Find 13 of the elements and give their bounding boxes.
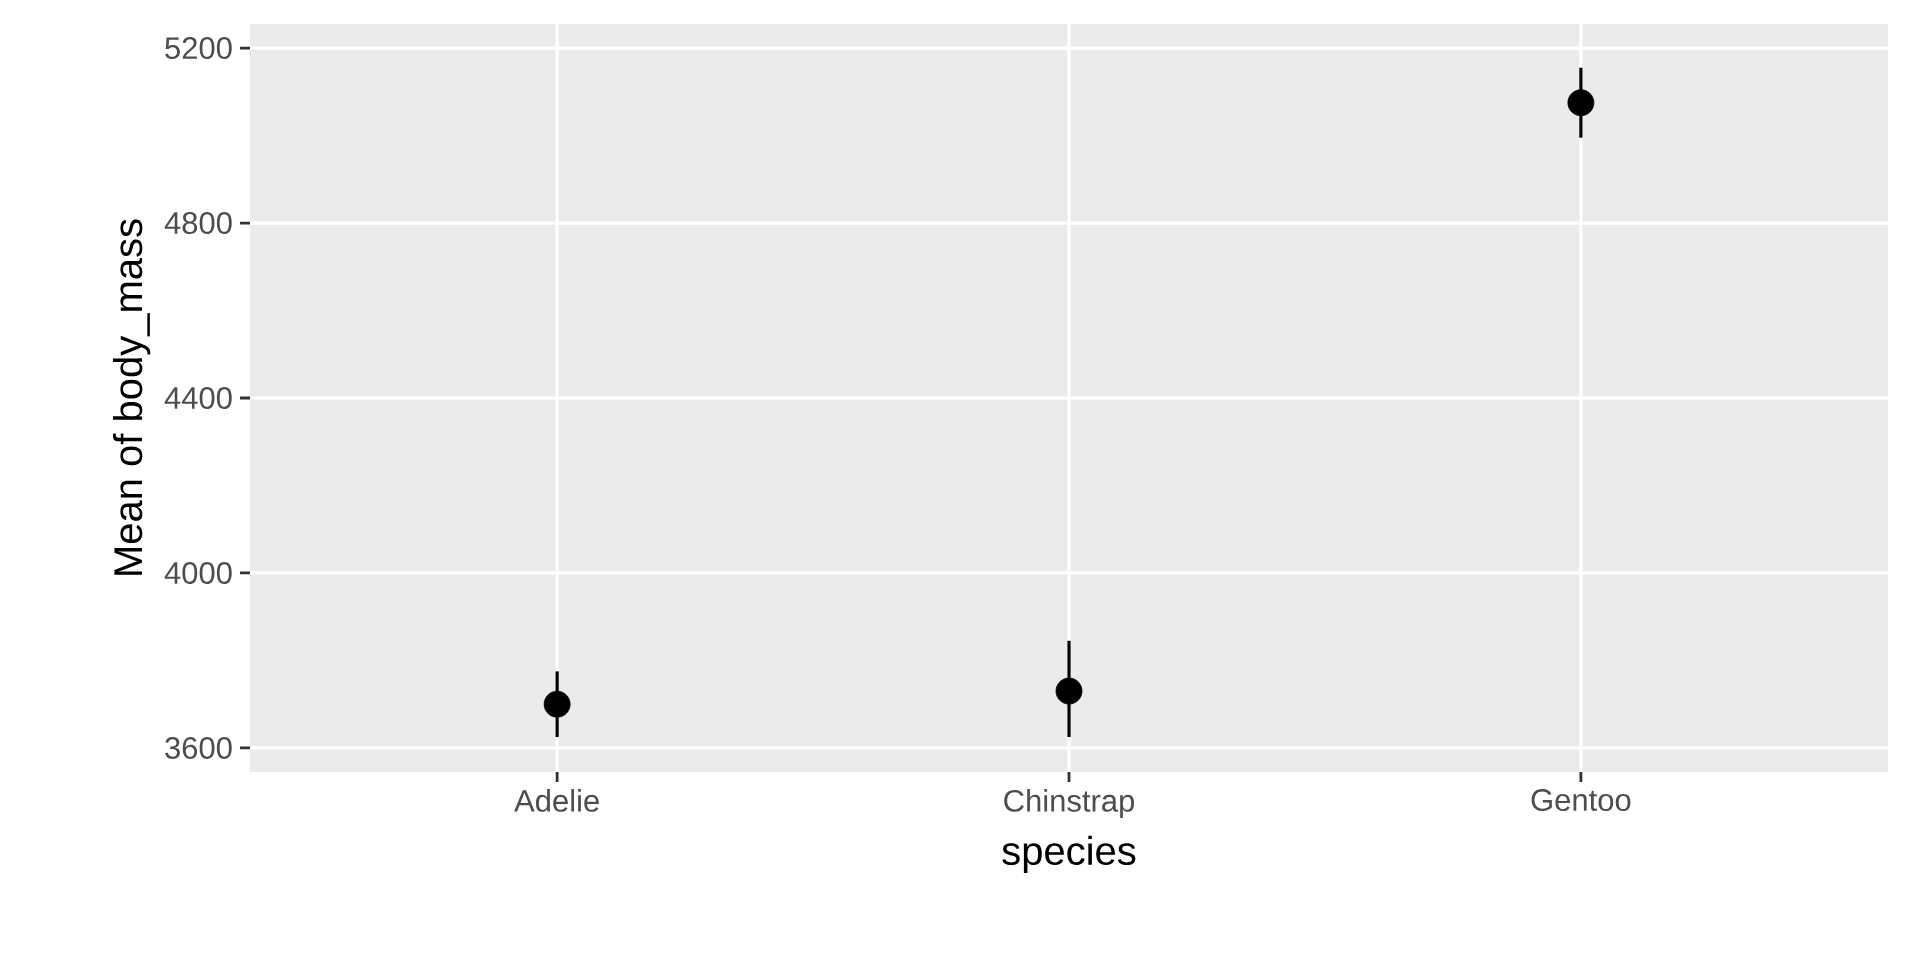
point	[1567, 89, 1595, 117]
point	[543, 690, 571, 718]
x-tick-label: Gentoo	[1531, 789, 1631, 812]
x-tick-label: Adelie	[514, 789, 599, 812]
y-tick-label: 4400	[164, 387, 232, 409]
point	[1055, 677, 1083, 705]
y-tick-label: 4800	[164, 212, 232, 235]
y-tick-label: 5200	[165, 37, 232, 60]
x-axis-title: species	[1002, 835, 1136, 873]
y-tick-label: 3600	[165, 736, 232, 759]
y-axis-title: Mean of body_mass	[112, 219, 151, 575]
y-tick-label: 4000	[164, 562, 232, 584]
x-tick-label: Chinstrap	[1004, 789, 1135, 818]
